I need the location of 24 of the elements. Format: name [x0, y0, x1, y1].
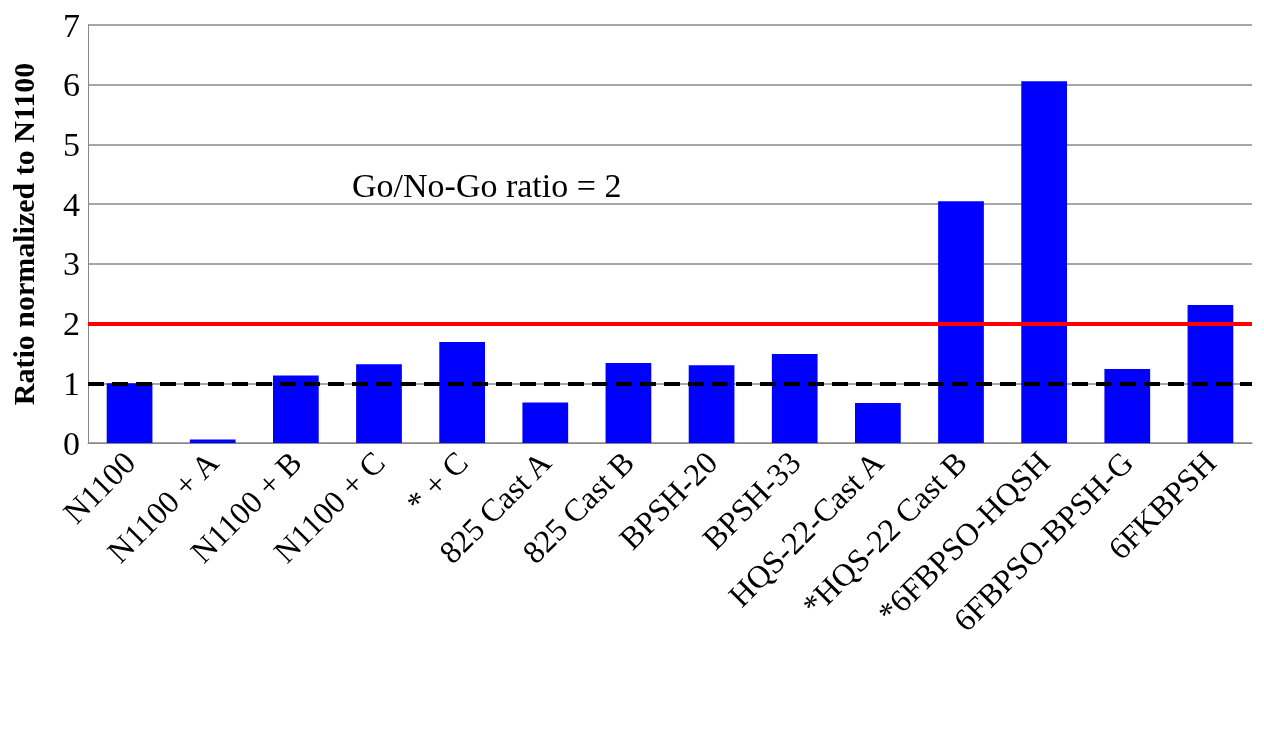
bar	[522, 402, 569, 443]
bar	[356, 364, 402, 443]
y-axis-title: Ratio normalized to N1100	[6, 62, 40, 406]
bar	[605, 362, 652, 443]
y-tick-label: 2	[63, 305, 80, 343]
bar	[189, 439, 236, 443]
y-tick-label: 0	[63, 424, 80, 462]
bar	[272, 375, 319, 443]
bar	[688, 365, 735, 443]
bar	[938, 201, 984, 443]
bar	[1187, 305, 1234, 443]
bar	[854, 402, 901, 443]
y-tick-label: 4	[63, 185, 80, 223]
bar	[106, 383, 153, 443]
y-tick-label: 5	[63, 125, 80, 163]
y-tick-label: 7	[63, 6, 80, 44]
annotation: Go/No-Go ratio = 2	[352, 166, 622, 204]
bar	[1104, 368, 1151, 443]
bar	[771, 354, 818, 443]
y-tick-label: 6	[63, 66, 80, 104]
bar	[439, 342, 486, 443]
bar	[1021, 81, 1068, 443]
y-tick-label: 1	[63, 364, 80, 402]
y-tick-label: 3	[63, 245, 80, 283]
